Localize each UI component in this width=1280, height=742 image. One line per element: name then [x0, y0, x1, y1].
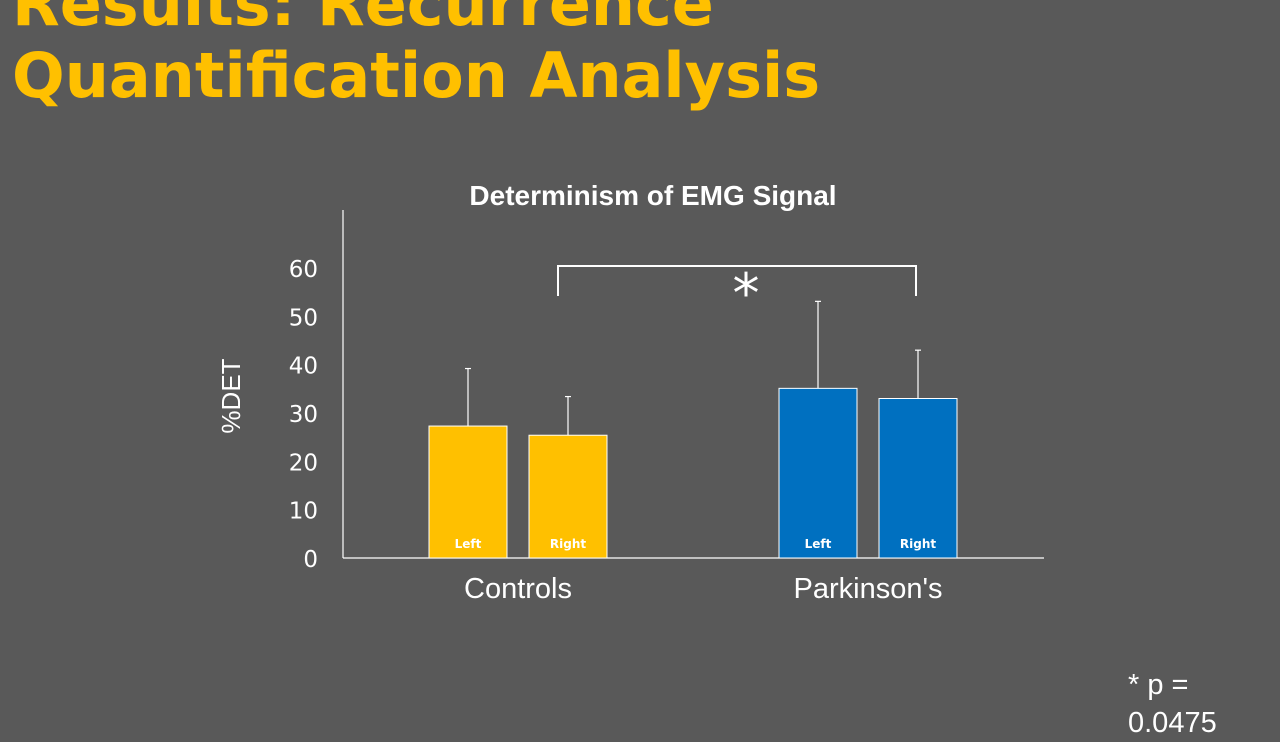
significance-asterisk: * [733, 262, 760, 325]
bar [778, 387, 858, 559]
slide-title: Results: Recurrence Quantification Analy… [12, 0, 820, 112]
slide-title-line-2: Quantification Analysis [12, 39, 821, 112]
bar [528, 434, 608, 559]
bar [428, 425, 508, 559]
y-tick-label: 50 [289, 305, 318, 331]
y-tick-label: 30 [289, 402, 318, 428]
determinism-bar-chart: Determinism of EMG Signal %DET 0 10 20 30 40… [216, 180, 1044, 605]
bar-label: Left [455, 537, 482, 551]
p-value-number: 0.0475 [1128, 707, 1217, 739]
slide-title-line-1: Results: Recurrence [12, 0, 714, 40]
p-value-note: * p = 0.0475 [1128, 666, 1238, 742]
y-tick-label: 40 [289, 354, 318, 380]
bar-label: Right [550, 537, 586, 551]
bar [878, 398, 958, 559]
p-value-label: * p = [1128, 669, 1189, 701]
bar-label: Right [900, 537, 936, 551]
y-tick-label: 10 [289, 499, 318, 525]
y-tick-label: 0 [303, 547, 318, 573]
chart-title: Determinism of EMG Signal [469, 180, 836, 211]
y-axis-label: %DET [216, 358, 246, 433]
y-tick-label: 60 [289, 257, 318, 283]
x-category-label: Controls [464, 573, 572, 605]
x-category-label: Parkinson's [794, 573, 943, 605]
bar-label: Left [805, 537, 832, 551]
y-tick-label: 20 [289, 450, 318, 476]
significance-bracket [557, 265, 917, 296]
